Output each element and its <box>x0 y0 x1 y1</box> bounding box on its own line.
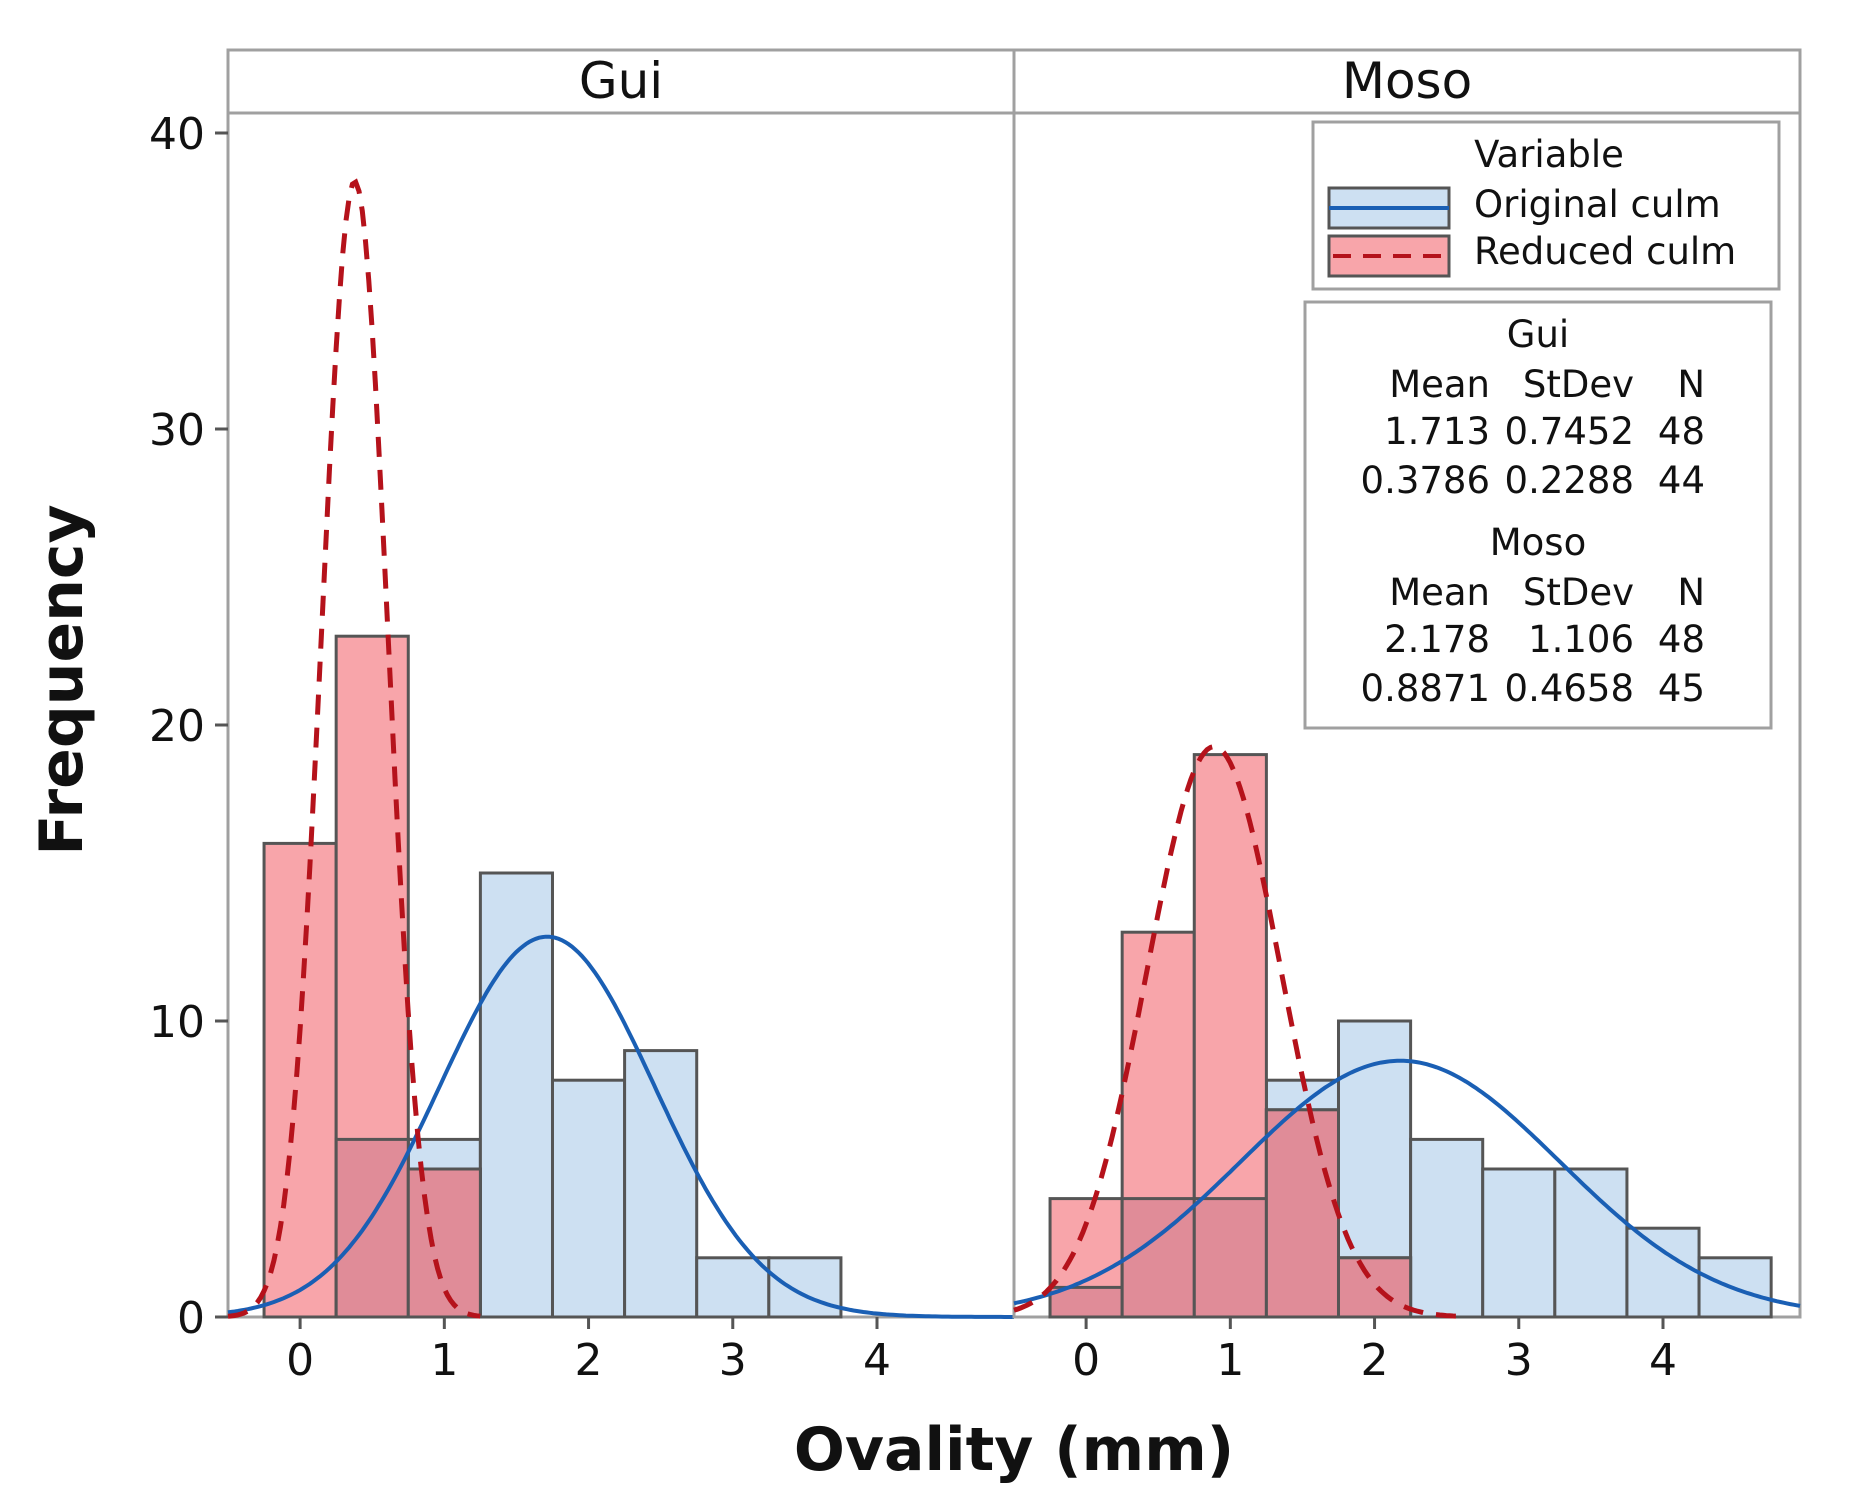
stats-moso-reduced-stdev: 0.4658 <box>1505 667 1634 710</box>
stats-group-title-gui: Gui <box>1507 313 1569 356</box>
fit-curve-moso-original <box>1013 1058 1801 1308</box>
bar-gui-original-4 <box>623 1049 699 1319</box>
stats-gui-original-n: 48 <box>1658 410 1705 453</box>
panel-label-moso: Moso <box>1342 52 1472 110</box>
x-tick-label-moso-4: 4 <box>1649 1335 1677 1386</box>
bar-gui-original-5 <box>695 1256 771 1319</box>
panel-label-gui: Gui <box>579 52 663 110</box>
fit-curve-gui-original <box>227 934 1014 1319</box>
legend-title: Variable <box>1474 133 1624 176</box>
stats-moso-original-stdev: 1.106 <box>1528 618 1634 661</box>
x-tick-label-moso-0: 0 <box>1072 1335 1100 1386</box>
x-tick-label-moso-2: 2 <box>1361 1335 1389 1386</box>
bar-gui-original-6 <box>767 1256 843 1319</box>
fit-curve-moso-reduced <box>1013 744 1463 1319</box>
bar-moso-overlap-2 <box>1192 1197 1268 1319</box>
bar-moso-overlap-3 <box>1264 1108 1340 1319</box>
bar-moso-original-5 <box>1409 1137 1485 1319</box>
stats-table-frame <box>1303 300 1773 730</box>
stats-moso-reduced-mean: 0.8871 <box>1361 667 1490 710</box>
stats-header-stdev-2: StDev <box>1523 571 1634 614</box>
fit-curve-gui-reduced <box>227 178 481 1319</box>
stats-gui-reduced-n: 44 <box>1658 459 1705 502</box>
x-tick-label-gui-2: 2 <box>575 1335 603 1386</box>
y-tick-label-30: 30 <box>149 405 205 456</box>
panel-gui: Gui 0 1 2 3 4 <box>226 48 1016 1386</box>
legend-label-reduced: Reduced culm <box>1474 230 1736 273</box>
x-tick-label-moso-1: 1 <box>1216 1335 1244 1386</box>
bar-moso-original-8 <box>1625 1226 1701 1319</box>
y-axis: 0 10 20 30 40 <box>149 109 228 1344</box>
bar-gui-original-3 <box>550 1078 627 1319</box>
stats-moso-original-mean: 2.178 <box>1384 618 1490 661</box>
stats-moso-reduced-n: 45 <box>1658 667 1705 710</box>
stats-header-mean: Mean <box>1389 363 1490 406</box>
stats-gui-original-stdev: 0.7452 <box>1505 410 1634 453</box>
stats-header-stdev: StDev <box>1523 363 1634 406</box>
bar-gui-overlap-1 <box>334 1137 410 1319</box>
x-tick-label-gui-4: 4 <box>863 1335 891 1386</box>
panel-strip-moso <box>1012 48 1802 115</box>
y-tick-label-40: 40 <box>149 109 205 160</box>
panel-strip-gui <box>226 48 1016 115</box>
bar-gui-overlap-2 <box>406 1167 482 1319</box>
x-axis-title: Ovality (mm) <box>794 1415 1234 1485</box>
legend-label-original: Original culm <box>1474 183 1721 226</box>
x-tick-label-gui-1: 1 <box>430 1335 458 1386</box>
stats-group-title-moso: Moso <box>1490 521 1586 564</box>
stats-gui-reduced-mean: 0.3786 <box>1361 459 1490 502</box>
bar-moso-overlap-4 <box>1336 1256 1413 1319</box>
y-tick-label-20: 20 <box>149 701 205 752</box>
stats-moso-original-n: 48 <box>1658 618 1705 661</box>
bar-gui-reduced-0 <box>262 841 338 1319</box>
y-tick-label-10: 10 <box>149 997 205 1048</box>
x-tick-label-gui-3: 3 <box>719 1335 747 1386</box>
y-axis-title: Frequency <box>27 504 97 855</box>
y-tick-label-0: 0 <box>177 1293 205 1344</box>
stats-gui-original-mean: 1.713 <box>1384 410 1490 453</box>
stats-gui-reduced-stdev: 0.2288 <box>1505 459 1634 502</box>
stats-header-mean-2: Mean <box>1389 571 1490 614</box>
x-tick-label-gui-0: 0 <box>286 1335 314 1386</box>
stats-header-n: N <box>1677 363 1705 406</box>
stats-header-n-2: N <box>1677 571 1705 614</box>
bar-gui-original-2 <box>478 871 554 1319</box>
bar-moso-original-6 <box>1481 1167 1557 1319</box>
x-tick-label-moso-3: 3 <box>1505 1335 1533 1386</box>
legend: Variable Original culm Reduced culm <box>1311 120 1781 291</box>
stats-table: Gui Mean StDev N 1.713 0.7452 48 0.3786 … <box>1303 300 1773 730</box>
